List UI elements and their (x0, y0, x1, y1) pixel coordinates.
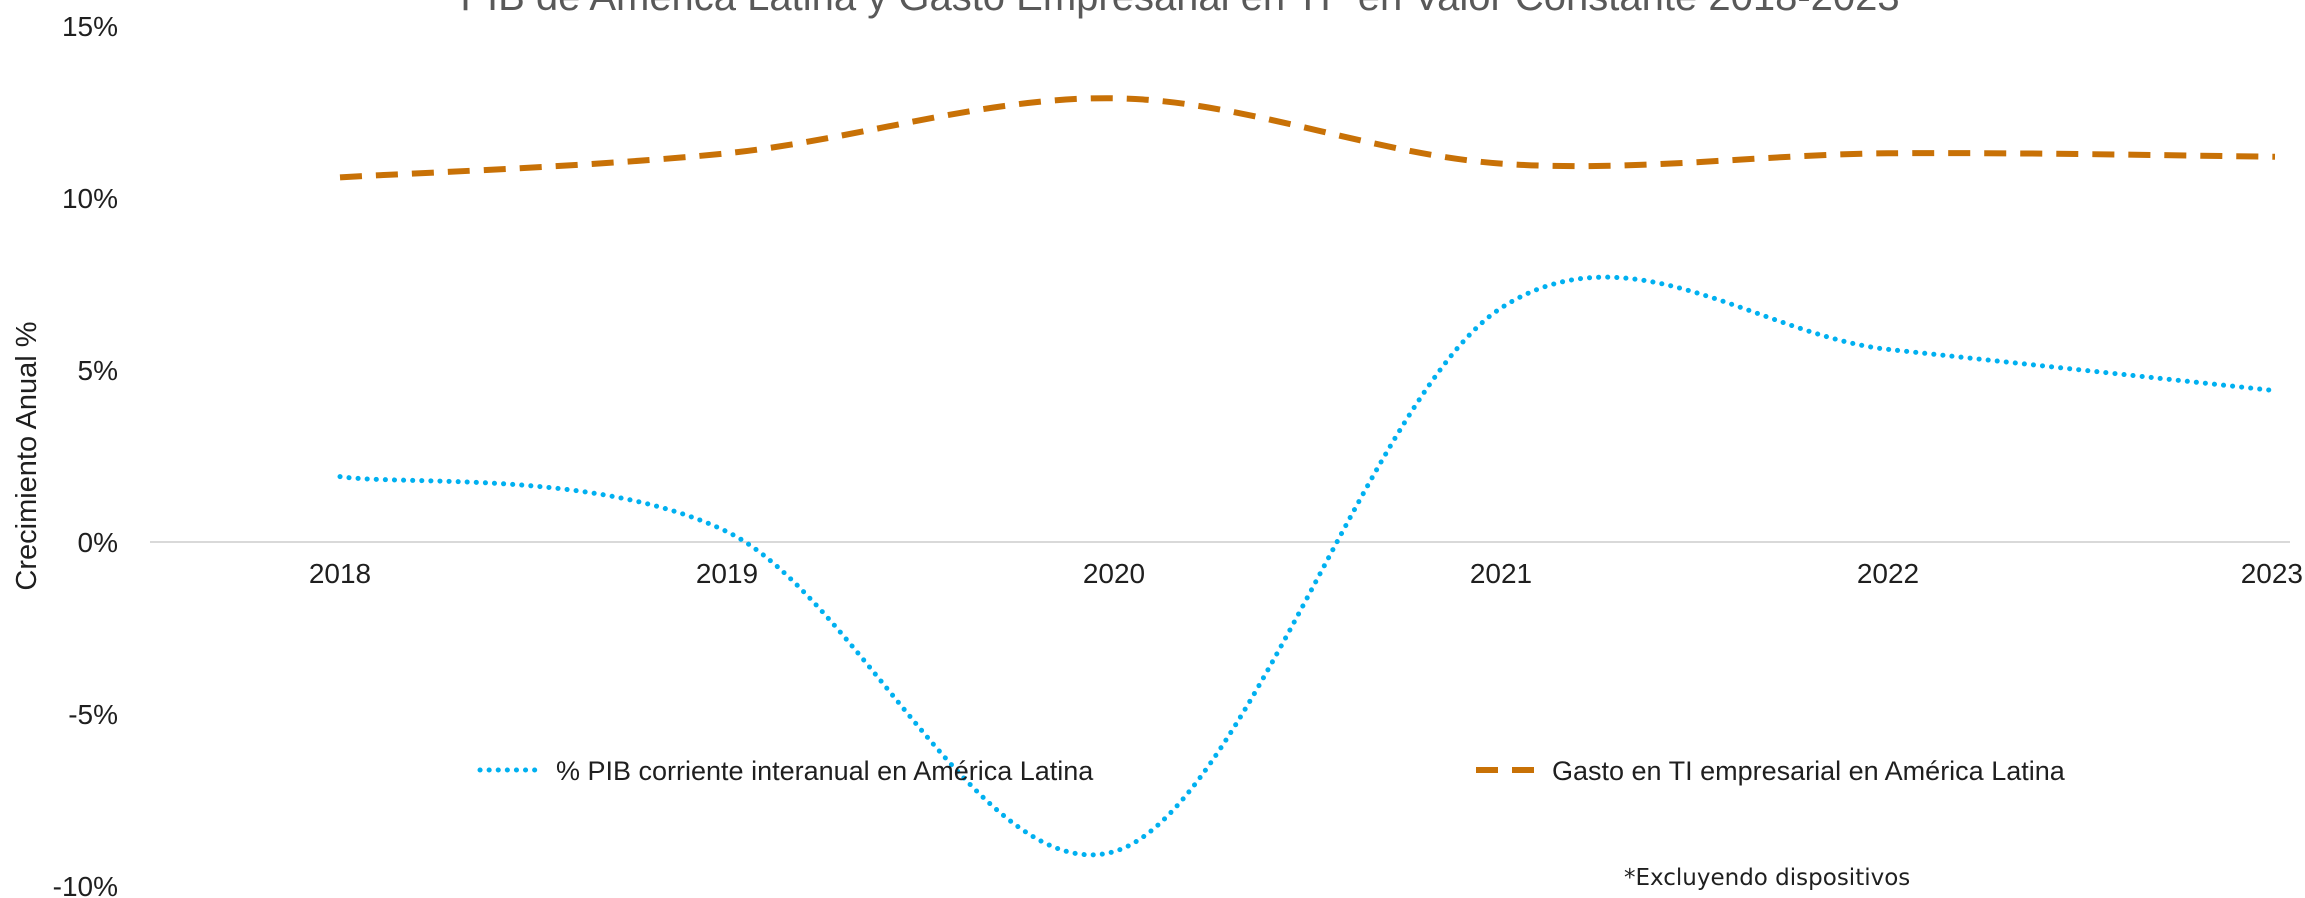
series-line-gasto-ti (339, 95, 2276, 181)
legend-label: % PIB corriente interanual en América La… (556, 756, 1094, 786)
series-line-pib (337, 274, 2278, 858)
y-axis-label: Crecimiento Anual % (11, 321, 43, 590)
legend-label: Gasto en TI empresarial en América Latin… (1552, 756, 2066, 786)
y-tick-label: 15% (62, 11, 118, 42)
x-tick-label: 2021 (1470, 558, 1532, 589)
chart-title: PIB de América Latina y Gasto Empresaria… (460, 0, 1899, 19)
x-tick-label: 2023 (2241, 558, 2303, 589)
y-tick-label: 0% (78, 527, 118, 558)
footnote-excluding-devices: *Excluyendo dispositivos (1624, 865, 1910, 891)
series-lines (337, 95, 2278, 858)
y-tick-label: -5% (68, 699, 118, 730)
x-tick-label: 2022 (1857, 558, 1919, 589)
x-tick-label: 2020 (1083, 558, 1145, 589)
x-tick-label: 2019 (696, 558, 758, 589)
y-tick-label: 10% (62, 183, 118, 214)
x-axis-ticks: 2018 2019 2020 2021 2022 2023 (309, 558, 2303, 589)
y-tick-label: -10% (53, 871, 118, 898)
legend: % PIB corriente interanual en América La… (477, 756, 2066, 786)
y-tick-label: 5% (78, 355, 118, 386)
y-axis-ticks: -10% -5% 0% 5% 10% 15% (53, 11, 118, 898)
x-tick-label: 2018 (309, 558, 371, 589)
